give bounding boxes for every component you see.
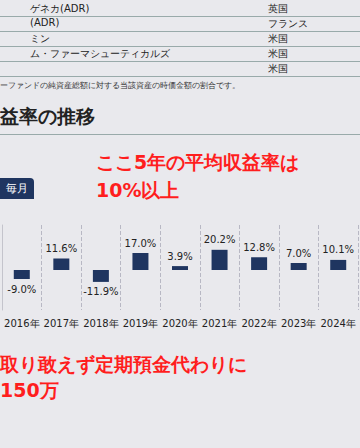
- svg-text:2017年: 2017年: [44, 318, 79, 329]
- svg-text:2019年: 2019年: [123, 318, 158, 329]
- html-text:益率の推移: 益率の推移: [0, 105, 95, 127]
- svg-text:2020年: 2020年: [162, 318, 197, 329]
- html-text:英国: 英国: [268, 3, 288, 14]
- html-text:米国: 米国: [268, 63, 288, 74]
- svg-text:2018年: 2018年: [83, 318, 118, 329]
- html-text:ミン: ミン: [30, 33, 50, 44]
- svg-text:20.2%: 20.2%: [204, 234, 236, 245]
- svg-text:11.6%: 11.6%: [45, 243, 77, 254]
- html-text:ーファンドの純資産総額に対する当該資産の時価金額の割合です。: ーファンドの純資産総額に対する当該資産の時価金額の割合です。: [0, 81, 240, 90]
- svg-text:2022年: 2022年: [241, 318, 276, 329]
- html-text:(ADR): (ADR): [30, 17, 60, 28]
- svg-text:2021年: 2021年: [202, 318, 237, 329]
- html-text:ゲネカ(ADR): ゲネカ(ADR): [30, 3, 90, 14]
- html-text:米国: 米国: [268, 33, 288, 44]
- html-text:ここ5年の平均収益率は: ここ5年の平均収益率は: [96, 151, 300, 173]
- html-text:米国: 米国: [268, 48, 288, 59]
- svg-text:12.8%: 12.8%: [243, 242, 275, 253]
- svg-text:3.9%: 3.9%: [167, 251, 192, 262]
- html-text:10%以上: 10%以上: [96, 179, 180, 201]
- svg-text:2024年: 2024年: [320, 318, 355, 329]
- html-text:取り敢えず定期預金代わりに: 取り敢えず定期預金代わりに: [0, 353, 247, 375]
- html-text:毎月: 毎月: [6, 182, 28, 195]
- svg-text:17.0%: 17.0%: [125, 238, 157, 249]
- html-text:150万: 150万: [0, 379, 59, 401]
- svg-text:7.0%: 7.0%: [286, 248, 311, 259]
- svg-text:10.1%: 10.1%: [322, 244, 354, 255]
- html-text:ム・ファーマシューティカルズ: ム・ファーマシューティカルズ: [30, 48, 170, 59]
- svg-text:2023年: 2023年: [281, 318, 316, 329]
- html-text:フランス: フランス: [268, 18, 308, 29]
- svg-text:-11.9%: -11.9%: [83, 286, 118, 297]
- svg-text:-9.0%: -9.0%: [7, 284, 36, 295]
- svg-text:2016年: 2016年: [4, 318, 39, 329]
